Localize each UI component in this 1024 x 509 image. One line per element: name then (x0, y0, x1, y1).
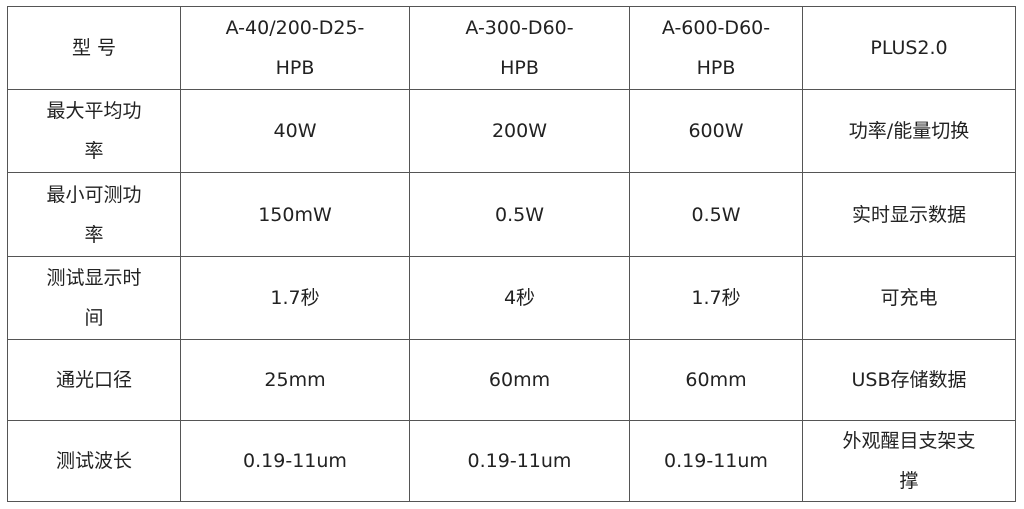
table-cell: 600W (629, 89, 803, 173)
table-cell: 60mm (629, 339, 803, 421)
table-row: 测试波长 0.19-11um 0.19-11um 0.19-11um 外观醒目支… (7, 420, 1016, 502)
header-row: 型 号 A-40/200-D25- HPB A-300-D60- HPB A-6… (7, 6, 1016, 90)
table-row: 测试显示时 间 1.7秒 4秒 1.7秒 可充电 (7, 256, 1016, 340)
table-row: 通光口径 25mm 60mm 60mm USB存储数据 (7, 339, 1016, 421)
table-cell: USB存储数据 (802, 339, 1016, 421)
table-cell: 外观醒目支架支 撑 (802, 420, 1016, 502)
spec-table: 型 号 A-40/200-D25- HPB A-300-D60- HPB A-6… (7, 6, 1016, 502)
row-label: 最大平均功 率 (7, 89, 181, 173)
row-label: 测试波长 (7, 420, 181, 502)
table-cell: 0.19-11um (629, 420, 803, 502)
header-cell: A-600-D60- HPB (629, 6, 803, 90)
row-label: 测试显示时 间 (7, 256, 181, 340)
table-cell: 4秒 (409, 256, 630, 340)
table-cell: 150mW (180, 172, 410, 257)
table-cell: 0.19-11um (180, 420, 410, 502)
table-row: 最大平均功 率 40W 200W 600W 功率/能量切换 (7, 89, 1016, 173)
row-label: 最小可测功 率 (7, 172, 181, 257)
table-cell: 0.5W (409, 172, 630, 257)
row-label: 通光口径 (7, 339, 181, 421)
table-cell: 1.7秒 (629, 256, 803, 340)
table-cell: 0.19-11um (409, 420, 630, 502)
table-cell: 25mm (180, 339, 410, 421)
table-row: 最小可测功 率 150mW 0.5W 0.5W 实时显示数据 (7, 172, 1016, 257)
table-cell: 可充电 (802, 256, 1016, 340)
table-cell: 1.7秒 (180, 256, 410, 340)
table-cell: 40W (180, 89, 410, 173)
table-cell: 0.5W (629, 172, 803, 257)
table-cell: 200W (409, 89, 630, 173)
table-cell: 实时显示数据 (802, 172, 1016, 257)
table-cell: 功率/能量切换 (802, 89, 1016, 173)
header-cell-model: 型 号 (7, 6, 181, 90)
table-cell: 60mm (409, 339, 630, 421)
header-cell: PLUS2.0 (802, 6, 1016, 90)
header-cell: A-40/200-D25- HPB (180, 6, 410, 90)
header-cell: A-300-D60- HPB (409, 6, 630, 90)
